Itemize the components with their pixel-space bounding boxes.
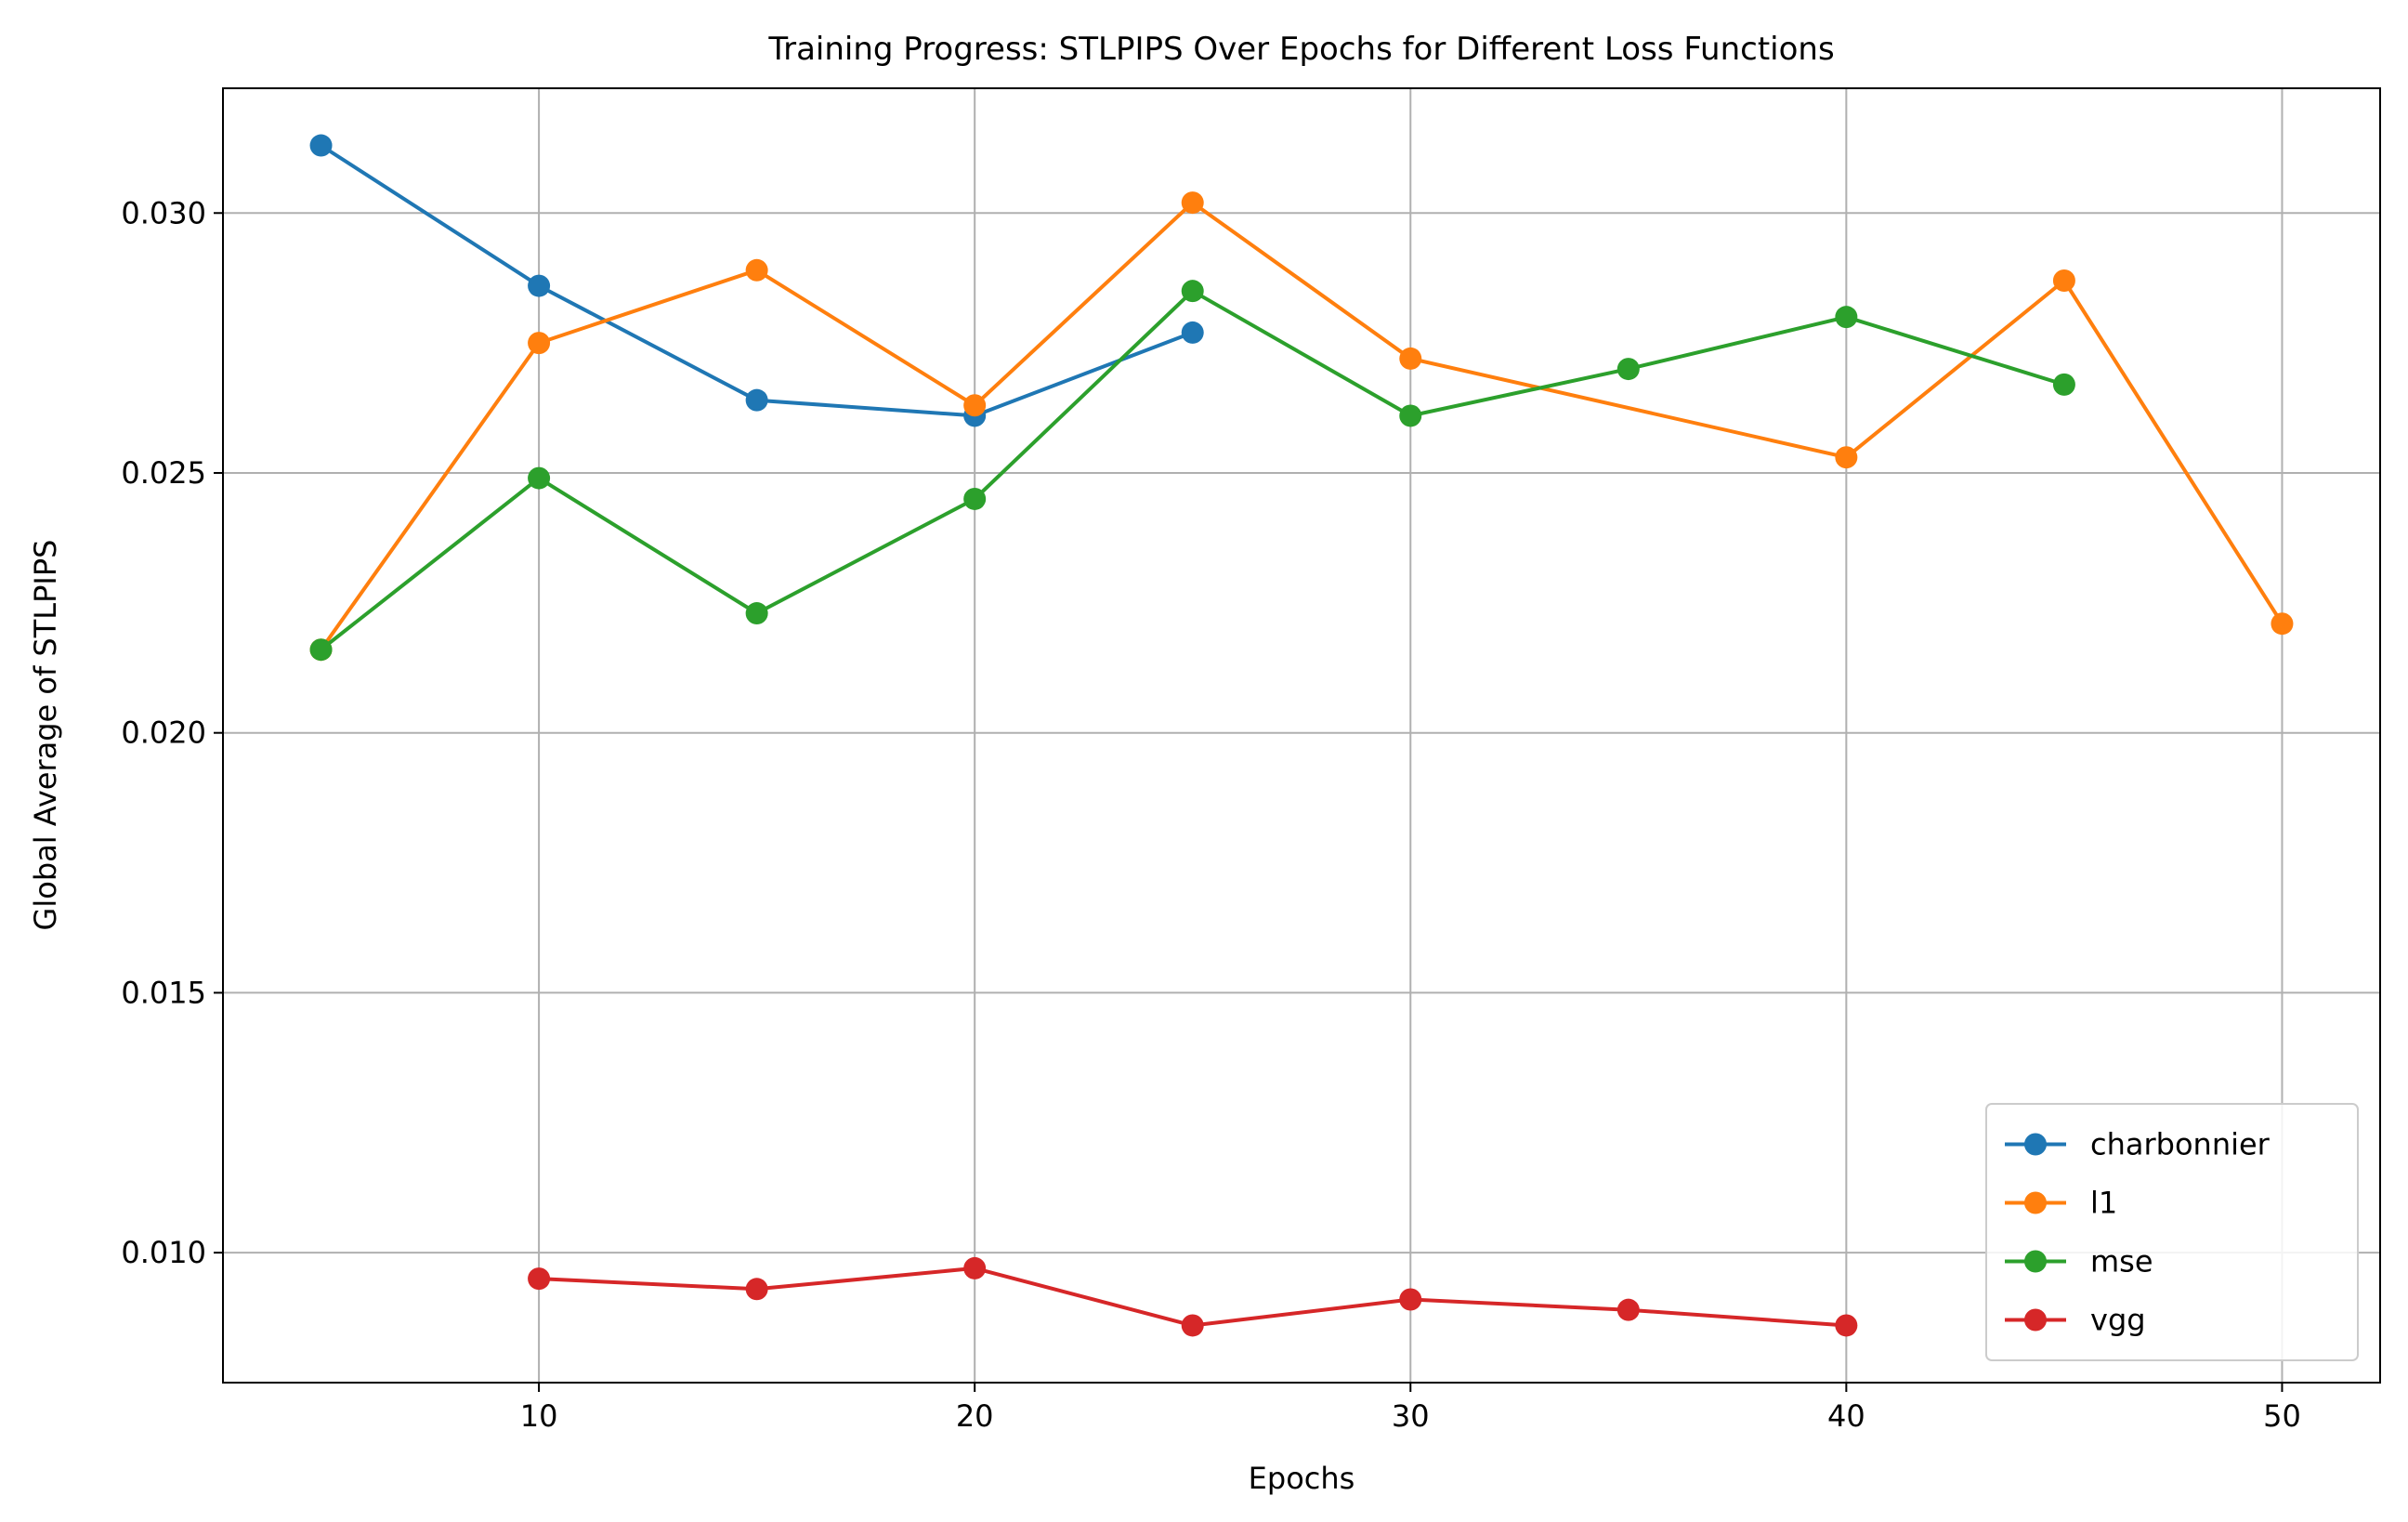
- data-point-mse: [1835, 306, 1858, 329]
- data-point-mse: [963, 487, 987, 510]
- legend-entry-vgg: vgg: [2005, 1303, 2146, 1338]
- y-tick-label: 0.030: [121, 195, 206, 230]
- legend: charbonnier l1 mse vgg: [1985, 1103, 2359, 1361]
- legend-marker-vgg: [2024, 1308, 2047, 1332]
- data-point-vgg: [1616, 1298, 1640, 1321]
- data-point-vgg: [1835, 1314, 1858, 1337]
- data-point-l1: [1181, 191, 1204, 215]
- legend-entry-l1: l1: [2005, 1186, 2117, 1221]
- data-point-vgg: [1399, 1288, 1422, 1311]
- legend-label-vgg: vgg: [2090, 1303, 2146, 1338]
- data-point-vgg: [745, 1278, 768, 1301]
- x-tick-label: 40: [1827, 1398, 1865, 1434]
- data-point-charbonnier: [528, 274, 551, 297]
- legend-label-mse: mse: [2090, 1244, 2153, 1279]
- legend-marker-charbonnier: [2024, 1133, 2047, 1156]
- legend-label-charbonnier: charbonnier: [2090, 1127, 2271, 1162]
- y-tick-label: 0.020: [121, 715, 206, 751]
- data-point-l1: [2271, 612, 2294, 636]
- data-point-vgg: [963, 1256, 987, 1279]
- data-point-mse: [2052, 373, 2075, 396]
- x-tick-label: 20: [956, 1398, 994, 1434]
- chart-title: Training Progress: STLPIPS Over Epochs f…: [767, 31, 1834, 68]
- legend-marker-l1: [2024, 1191, 2047, 1214]
- data-point-l1: [528, 332, 551, 355]
- data-point-mse: [1399, 404, 1422, 427]
- data-point-charbonnier: [745, 388, 768, 412]
- y-tick-label: 0.015: [121, 975, 206, 1010]
- data-point-charbonnier: [309, 134, 333, 157]
- legend-entry-charbonnier: charbonnier: [2005, 1127, 2271, 1162]
- series-vgg: [528, 1256, 1858, 1337]
- plot-series: [309, 134, 2294, 1337]
- x-tick-label: 10: [520, 1398, 558, 1434]
- legend-label-l1: l1: [2090, 1186, 2117, 1221]
- axis-ticks: 10 20 30 40 50 0.010 0.015 0.020 0.025 0.030: [121, 195, 2300, 1434]
- series-charbonnier: [309, 134, 1204, 427]
- legend-marker-mse: [2024, 1250, 2047, 1273]
- plot-frame: [222, 87, 2381, 1384]
- data-point-mse: [309, 638, 333, 662]
- data-point-mse: [1181, 280, 1204, 303]
- x-tick-label: 50: [2263, 1398, 2301, 1434]
- data-point-mse: [1616, 358, 1640, 381]
- data-point-charbonnier: [1181, 321, 1204, 344]
- grid: [223, 88, 2380, 1383]
- y-tick-label: 0.025: [121, 455, 206, 491]
- data-point-vgg: [1181, 1314, 1204, 1337]
- data-point-mse: [745, 602, 768, 625]
- y-tick-label: 0.010: [121, 1235, 206, 1270]
- legend-box: [1985, 1103, 2359, 1361]
- data-point-vgg: [528, 1267, 551, 1291]
- data-point-mse: [528, 466, 551, 490]
- legend-entry-mse: mse: [2005, 1244, 2153, 1279]
- series-mse: [309, 280, 2075, 662]
- y-axis-label: Global Average of STLPIPS: [28, 540, 63, 931]
- x-tick-label: 30: [1392, 1398, 1430, 1434]
- data-point-l1: [1399, 347, 1422, 370]
- data-point-l1: [745, 258, 768, 282]
- x-axis-label: Epochs: [1249, 1461, 1355, 1496]
- data-point-l1: [963, 394, 987, 417]
- data-point-l1: [2052, 269, 2075, 292]
- data-point-l1: [1835, 446, 1858, 469]
